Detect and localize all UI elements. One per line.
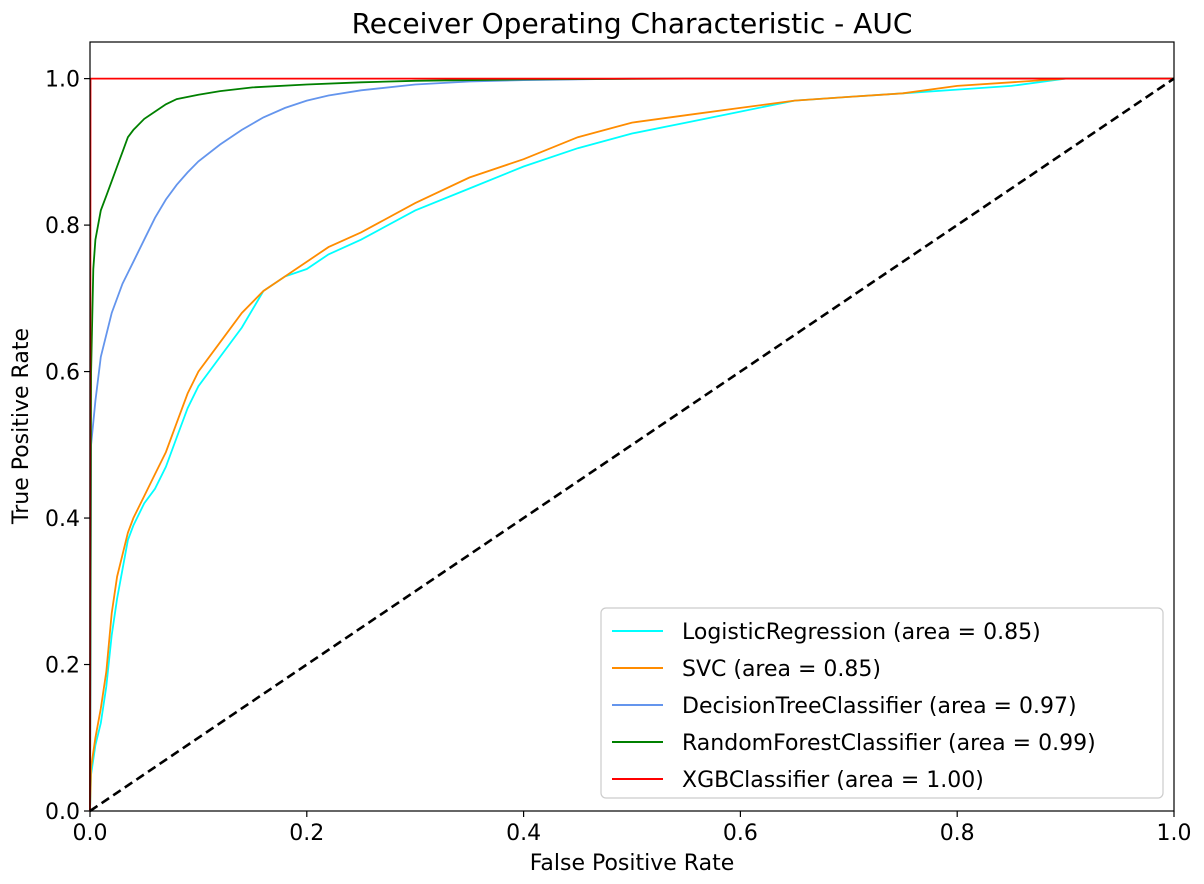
y-tick-label: 0.6 (45, 361, 80, 386)
series-line-2 (89, 77, 1174, 812)
y-axis: 0.0 0.2 0.4 0.6 0.8 1.0 (45, 68, 90, 825)
x-tick-label: 0.0 (73, 821, 108, 846)
y-tick-label: 1.0 (45, 68, 80, 93)
x-tick-label: 0.8 (940, 821, 975, 846)
x-axis-label: False Positive Rate (530, 851, 734, 876)
y-axis-label: True Positive Rate (9, 328, 34, 525)
y-tick-label: 0.0 (45, 800, 80, 825)
y-tick-label: 0.8 (45, 214, 80, 239)
chance-line (89, 77, 1175, 813)
plot-frame (89, 41, 1175, 812)
x-tick-label: 0.4 (506, 821, 541, 846)
y-tick-label: 0.4 (45, 507, 80, 532)
legend-box (600, 607, 1164, 799)
y-tick-label: 0.2 (45, 654, 80, 679)
legend-entry: LogisticRegression (area = 0.85) (682, 620, 1041, 645)
legend-entry: SVC (area = 0.85) (682, 657, 881, 682)
legend-entry: XGBClassifier (area = 1.00) (682, 768, 984, 793)
chart-title: Receiver Operating Characteristic - AUC (352, 7, 913, 40)
legend: LogisticRegression (area = 0.85) SVC (are… (600, 607, 1164, 799)
legend-entry: DecisionTreeClassifier (area = 0.97) (682, 694, 1077, 719)
series-line-1 (89, 77, 1174, 812)
series-line-3 (89, 77, 1174, 812)
x-axis: 0.0 0.2 0.4 0.6 0.8 1.0 (73, 811, 1192, 846)
x-tick-label: 0.2 (289, 821, 324, 846)
x-tick-label: 1.0 (1157, 821, 1192, 846)
x-tick-label: 0.6 (723, 821, 758, 846)
legend-entry: RandomForestClassifier (area = 0.99) (682, 731, 1096, 756)
